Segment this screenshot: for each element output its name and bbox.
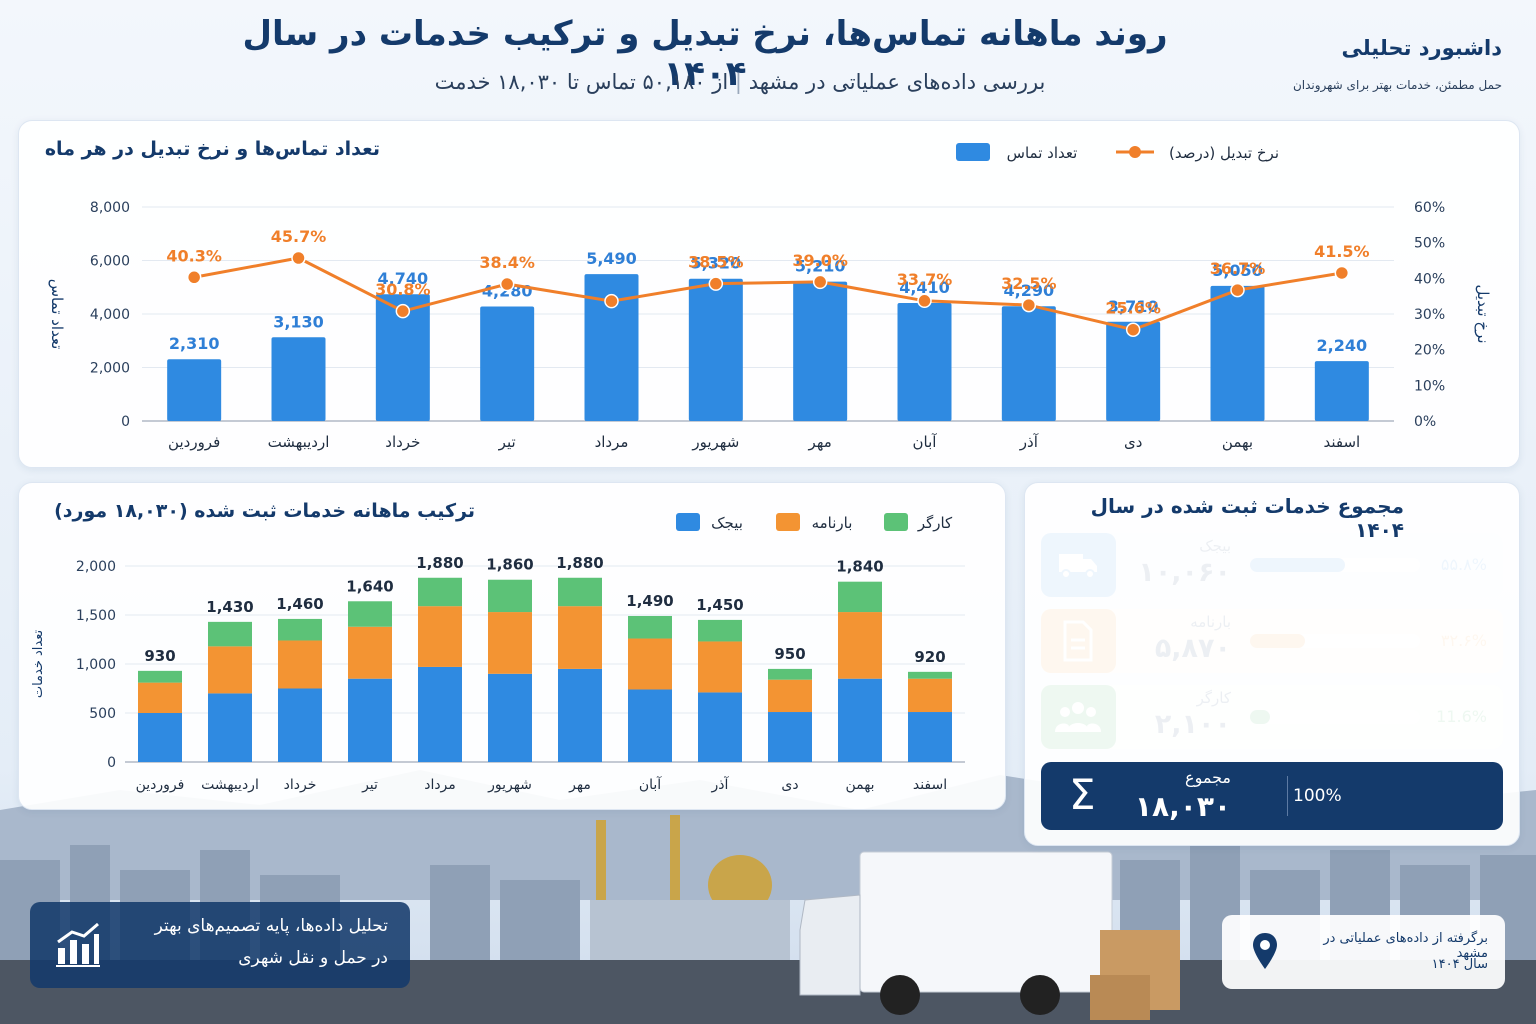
brand: داشبورد تحلیلی (1341, 36, 1502, 60)
page-subtitle: بررسی داده‌های عملیاتی در مشهد | از ۵۰,۱… (434, 70, 1046, 94)
footer-line: برگرفته از داده‌های عملیاتی در مشهد (1323, 931, 1488, 961)
summary-total: Σ مجموع ۱۸,۰۳۰ 100% (1041, 762, 1503, 830)
services-card (18, 482, 1006, 810)
divider (1287, 776, 1288, 816)
subtitle-detail: از ۵۰,۱۸۰ تماس تا ۱۸,۰۳۰ خدمت (434, 70, 729, 94)
pin-icon (1253, 933, 1277, 969)
page-title: روند ماهانه تماس‌ها، نرخ تبدیل و ترکیب خ… (242, 14, 1168, 94)
total-name: مجموع (1185, 768, 1231, 787)
total-share: 100% (1293, 786, 1342, 806)
chart-title: تعداد تماس‌ها و نرخ تبدیل در هر ماه (44, 138, 380, 160)
sigma-icon: Σ (1069, 770, 1096, 819)
total-count: ۱۸,۰۳۰ (1134, 790, 1231, 823)
footer-line: در حمل و نقل شهری (238, 948, 388, 968)
footer-line: تحلیل داده‌ها، پایه تصمیم‌های بهتر (154, 916, 388, 936)
truck (799, 851, 1180, 1020)
footer-right: برگرفته از داده‌های عملیاتی در مشهد سال … (1222, 915, 1505, 989)
tagline: حمل مطمئن، خدمات بهتر برای شهروندان (1292, 78, 1502, 92)
chart-icon (56, 922, 100, 967)
subtitle: بررسی داده‌های عملیاتی در مشهد (748, 70, 1046, 94)
calls-card (18, 120, 1520, 468)
footer-left: تحلیل داده‌ها، پایه تصمیم‌های بهتر در حم… (30, 902, 410, 988)
footer-line: سال ۱۴۰۴ (1431, 957, 1488, 972)
chart-title: ترکیب ماهانه خدمات ثبت شده (۱۸,۰۳۰ مورد) (54, 500, 475, 522)
summary-title: مجموع خدمات ثبت شده در سال ۱۴۰۴ (1090, 494, 1404, 542)
